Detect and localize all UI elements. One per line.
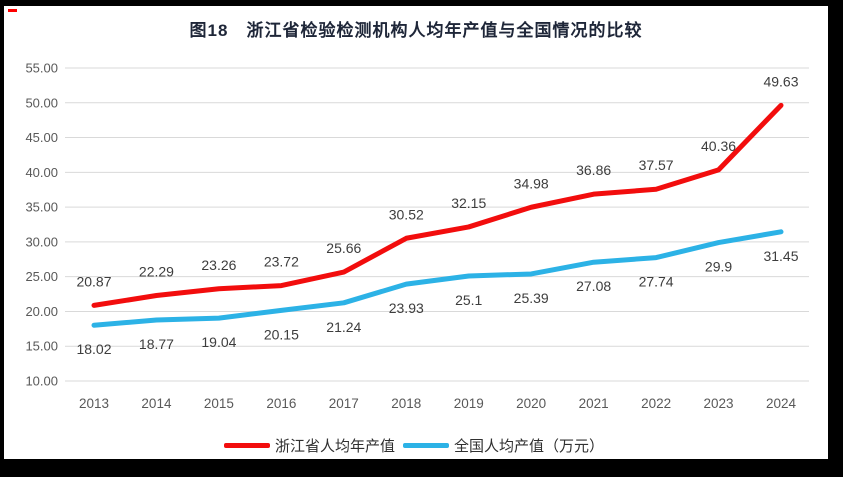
y-tick-label: 15.00 (25, 339, 58, 354)
x-tick-label: 2023 (704, 396, 734, 411)
data-label: 27.74 (639, 274, 674, 290)
series-line-0 (91, 102, 784, 308)
data-label: 29.9 (705, 259, 732, 275)
data-label: 25.1 (455, 292, 482, 308)
series-line-1 (91, 229, 784, 328)
data-label: 18.02 (76, 341, 111, 357)
frame-border-left (0, 0, 4, 460)
data-label: 27.08 (576, 278, 611, 294)
y-tick-label: 45.00 (25, 130, 58, 145)
data-label: 25.66 (326, 240, 361, 256)
y-tick-label: 10.00 (25, 374, 58, 389)
red-mark (8, 9, 17, 12)
data-label: 36.86 (576, 162, 611, 178)
data-label: 20.15 (264, 326, 299, 342)
blue-line-swatch (403, 442, 449, 448)
data-label: 19.04 (201, 334, 236, 350)
legend-label-zhejiang: 浙江省人均年产值 (274, 437, 395, 455)
x-tick-label: 2018 (391, 396, 421, 411)
data-label: 21.24 (326, 319, 361, 335)
x-tick-label: 2015 (204, 396, 234, 411)
x-tick-label: 2022 (641, 396, 671, 411)
x-tick-label: 2013 (79, 396, 109, 411)
legend: 浙江省人均年产值 全国人均产值（万元） (0, 434, 828, 456)
data-label: 18.77 (139, 336, 174, 352)
data-label: 23.93 (389, 300, 424, 316)
y-tick-label: 55.00 (25, 61, 58, 76)
x-tick-label: 2024 (766, 396, 797, 411)
data-label: 34.98 (514, 175, 549, 191)
data-label: 20.87 (76, 273, 111, 289)
x-tick-label: 2016 (266, 396, 296, 411)
data-label: 31.45 (763, 248, 798, 264)
y-tick-label: 40.00 (25, 165, 58, 180)
x-tick-label: 2019 (454, 396, 484, 411)
y-tick-label: 35.00 (25, 200, 58, 215)
frame-border-bottom (0, 459, 843, 477)
legend-item-zhejiang: 浙江省人均年产值 (223, 435, 395, 456)
data-label: 32.15 (451, 195, 486, 211)
data-label: 22.29 (139, 264, 174, 280)
y-tick-label: 20.00 (25, 304, 58, 319)
frame-border-right (828, 0, 843, 477)
x-tick-label: 2017 (329, 396, 359, 411)
red-line-swatch (223, 442, 270, 448)
chart-title: 图18 浙江省检验检测机构人均年产值与全国情况的比较 (189, 21, 643, 40)
y-tick-label: 25.00 (25, 269, 58, 284)
legend-label-national: 全国人均产值（万元） (454, 437, 605, 455)
data-label: 37.57 (639, 157, 674, 173)
data-label: 40.36 (701, 138, 736, 154)
legend-item-national: 全国人均产值（万元） (403, 435, 604, 456)
x-tick-label: 2020 (516, 396, 546, 411)
data-label: 30.52 (389, 206, 424, 222)
x-tick-label: 2014 (141, 396, 172, 411)
frame-border-top (0, 0, 843, 6)
x-tick-label: 2021 (579, 396, 609, 411)
data-label: 25.39 (514, 290, 549, 306)
data-label: 23.26 (201, 257, 236, 273)
data-label: 49.63 (763, 73, 798, 89)
data-label: 23.72 (264, 254, 299, 270)
y-tick-label: 30.00 (25, 234, 58, 249)
y-tick-label: 50.00 (25, 95, 58, 110)
